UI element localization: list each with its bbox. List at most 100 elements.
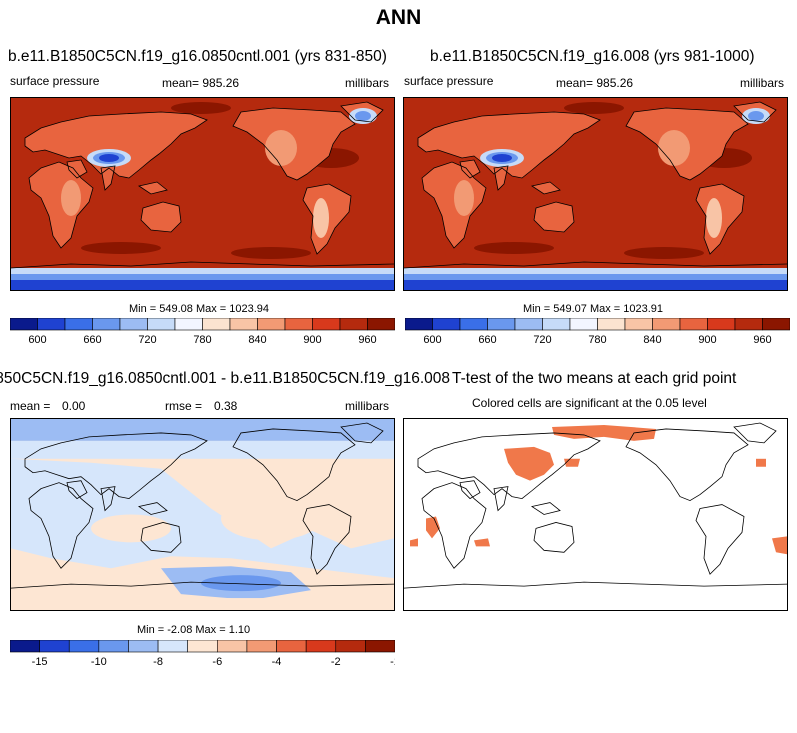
colorbar-tick-label: 720 (533, 334, 551, 346)
colorbar-swatch (229, 318, 258, 331)
coastline (530, 181, 561, 195)
panel4-title: T-test of the two means at each grid poi… (452, 370, 737, 387)
coastline (533, 201, 575, 233)
panel4-map (403, 418, 788, 611)
ocean-high (474, 242, 554, 254)
colorbar-swatch (202, 318, 231, 331)
diff-negative-band (11, 440, 394, 459)
coastline (137, 181, 168, 195)
panel4-subtitle: Colored cells are significant at the 0.0… (472, 396, 707, 410)
panel2-mean-label: mean= 985.26 (556, 76, 634, 90)
significant-cell (552, 424, 656, 441)
colorbar-tick-label: 660 (83, 334, 101, 346)
coastline (140, 522, 182, 553)
colorbar-swatch (569, 318, 598, 331)
coastline (459, 480, 481, 500)
panel3-map-plot (11, 419, 394, 610)
greenland-field (355, 111, 371, 121)
coastline (533, 522, 575, 553)
coastline (421, 482, 487, 569)
panel1-units-label: millibars (345, 76, 390, 90)
colorbar-swatch (305, 640, 337, 653)
coastline (417, 432, 601, 500)
colorbar-tick-label: 900 (303, 334, 321, 346)
coastline (24, 432, 208, 500)
panel2-variable-label: surface pressure (404, 74, 494, 88)
diff-negative-band (11, 419, 394, 441)
coastline (232, 428, 356, 502)
panel2-map (403, 97, 788, 291)
colorbar-tick-label: -4 (272, 656, 282, 668)
colorbar-swatch (217, 640, 248, 653)
land-field (29, 162, 93, 248)
ocean-high (171, 102, 231, 114)
colorbar-swatch (312, 318, 341, 331)
colorbar-tick-label: 720 (138, 334, 156, 346)
coastline (733, 101, 777, 123)
panel3-title: b.e11.B1850C5CN.f19_g16.0850cntl.001 - b… (0, 370, 450, 388)
coastline (28, 161, 94, 249)
antarctica-field (11, 280, 394, 290)
colorbar-tick-label: -8 (153, 656, 163, 668)
colorbar-swatch (339, 318, 368, 331)
antarctica-field (404, 280, 787, 290)
coastline (11, 261, 394, 269)
land-field (67, 160, 87, 178)
colorbar-tick-label: 660 (478, 334, 496, 346)
coastline (66, 480, 88, 500)
colorbar-tick-label: 600 (423, 334, 441, 346)
coastline (417, 111, 601, 179)
land-field (139, 182, 167, 194)
significant-cell (756, 458, 766, 467)
coastline (232, 107, 356, 181)
tibet-field (492, 154, 512, 162)
coastline (421, 161, 487, 249)
coastline (459, 159, 481, 179)
coastline (24, 111, 208, 179)
coastline (695, 504, 745, 575)
colorbar-swatch (98, 640, 129, 653)
diff-negative-region (11, 458, 394, 579)
panel1-minmax: Min = 549.08 Max = 1023.94 (129, 303, 270, 315)
colorbar-tick-label: -2 (331, 656, 341, 668)
colorbar-swatch (459, 318, 488, 331)
colorbar-swatch (365, 640, 395, 653)
land-field (460, 160, 480, 178)
colorbar-swatch (64, 318, 93, 331)
coastline (140, 201, 182, 233)
land-field (422, 162, 486, 248)
figure-title: ANN (375, 6, 422, 29)
diff-positive-region (91, 514, 171, 543)
colorbar-swatch (432, 318, 461, 331)
coastline (28, 482, 94, 569)
coastline (625, 428, 749, 502)
ocean-high (81, 242, 161, 254)
diff-positive-region (11, 598, 394, 610)
colorbar-swatch (405, 318, 433, 331)
andes-field (706, 198, 722, 238)
colorbar-swatch (624, 318, 653, 331)
tibet-field (99, 154, 119, 162)
panel2-colorbar: 6006607207808409009601020 (405, 318, 790, 346)
coastline (137, 502, 168, 515)
panel3-units-label: millibars (345, 399, 390, 413)
land-field (141, 202, 181, 232)
coastline (100, 165, 116, 191)
plateau-field (61, 180, 81, 216)
plateau-field (454, 180, 474, 216)
land-field (25, 112, 207, 178)
panel2-units-label: millibars (740, 76, 785, 90)
colorbar-tick-label: -6 (212, 656, 222, 668)
ocean-high (564, 102, 624, 114)
coastline (404, 581, 787, 589)
colorbar-swatch (37, 318, 66, 331)
panel3-rmse-value: 0.38 (214, 399, 238, 413)
ttest-background (404, 419, 787, 610)
colorbar-swatch (246, 640, 277, 653)
significant-cell (474, 538, 490, 547)
ocean-high (624, 247, 704, 259)
colorbar-swatch (10, 640, 40, 653)
colorbar-tick-label: 600 (28, 334, 46, 346)
colorbar-swatch (147, 318, 176, 331)
panel1-mean-label: mean= 985.26 (162, 76, 240, 90)
